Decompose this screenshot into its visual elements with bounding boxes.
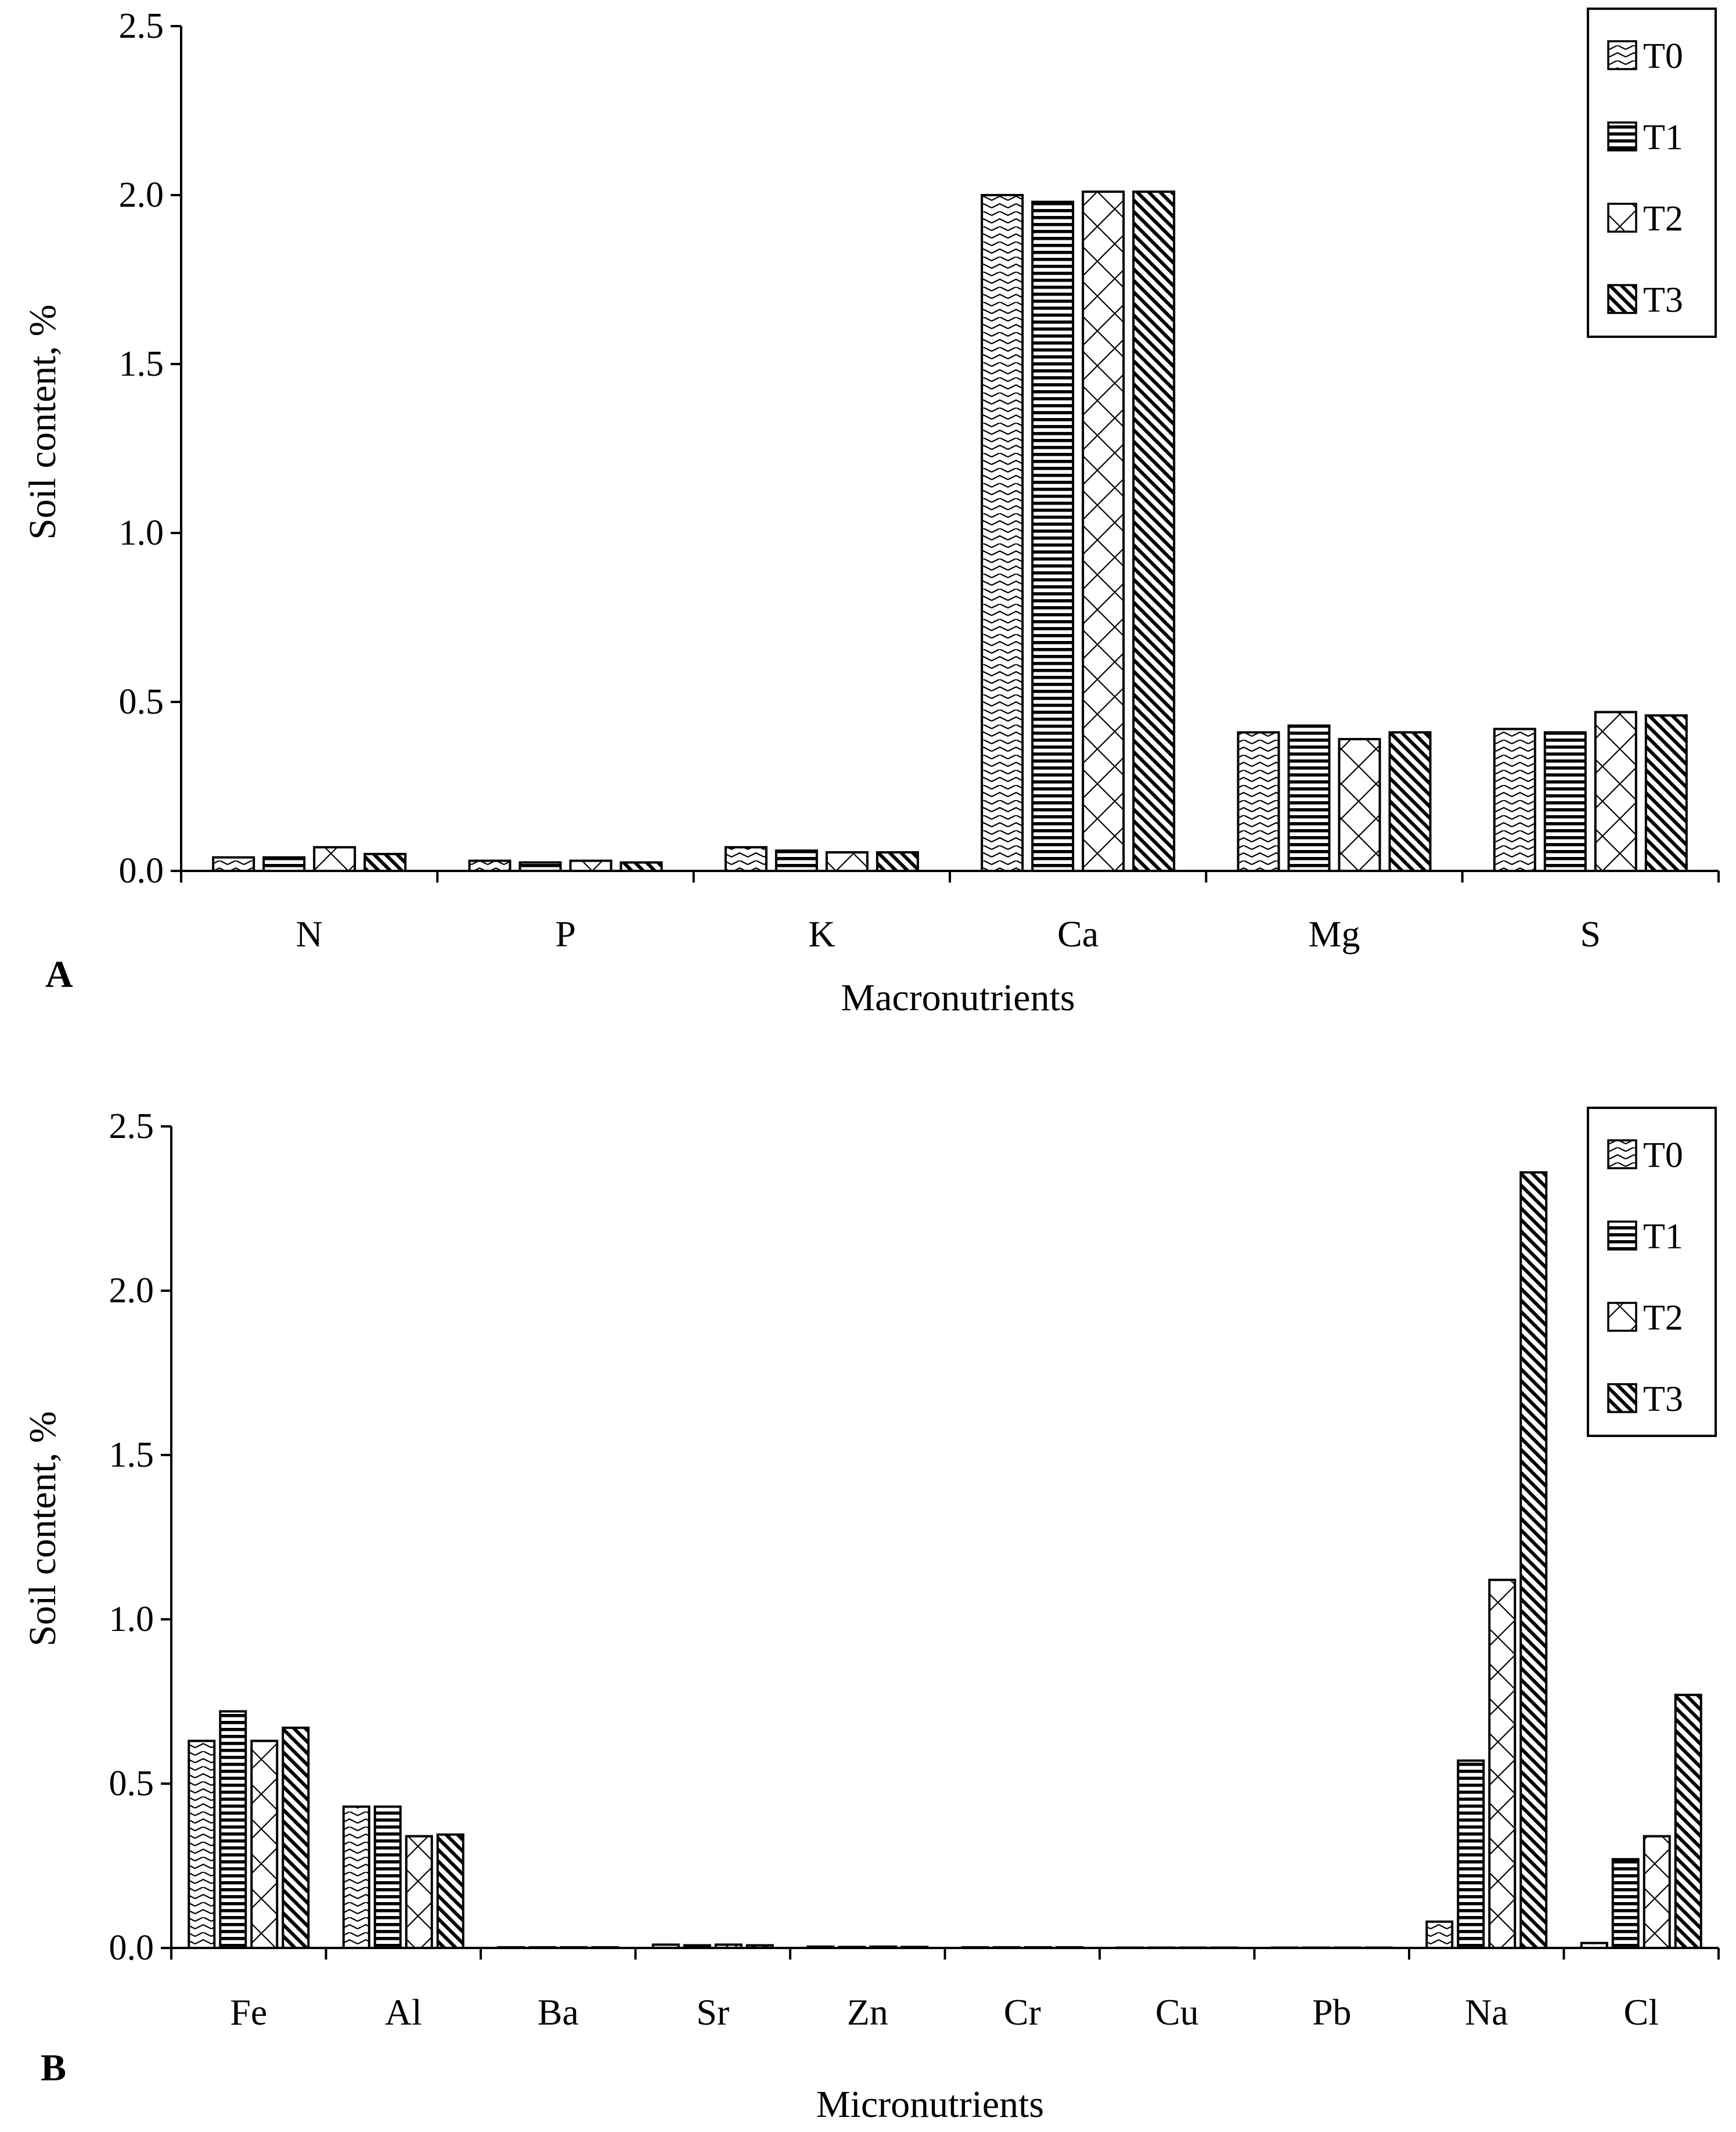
micro-category-label-cl: Cl <box>1624 1991 1659 2033</box>
macronutrients-x-axis-title: Macronutrients <box>841 977 1075 1019</box>
macro-category-label-ca: Ca <box>1057 913 1098 955</box>
micro-bar-fe-t0 <box>188 1740 216 1949</box>
micro-category-label-cr: Cr <box>1004 1991 1041 2033</box>
micro-bar-al-t0 <box>342 1805 370 1950</box>
panel-b-label: B <box>41 2047 66 2089</box>
micro-legend-label-t0: T0 <box>1643 1136 1683 1175</box>
micro-y-tick-label: 0.0 <box>109 1928 154 1968</box>
micro-legend-swatch-t3 <box>1607 1383 1637 1413</box>
micro-legend-swatch-t2 <box>1607 1302 1637 1332</box>
macronutrients-y-axis-title: Soil content, % <box>21 304 64 539</box>
macro-y-tick-label: 0.5 <box>119 682 164 722</box>
micro-category-label-cu: Cu <box>1155 1991 1199 2033</box>
micro-bar-cl-t2 <box>1643 1835 1671 1950</box>
macro-bar-mg-t3 <box>1388 731 1432 872</box>
macro-y-tick-label: 2.0 <box>119 175 164 215</box>
macro-y-tick-label: 2.5 <box>119 6 164 46</box>
micro-category-label-pb: Pb <box>1312 1991 1352 2033</box>
macronutrients-legend: T0 T1 T2 T3 <box>1587 8 1717 338</box>
micro-y-tick-label: 0.5 <box>109 1764 154 1803</box>
micro-bar-na-t3 <box>1519 1171 1548 1949</box>
macro-bar-ca-t1 <box>1031 200 1075 872</box>
macro-bar-ca-t2 <box>1082 190 1125 872</box>
micro-category-label-al: Al <box>385 1991 422 2033</box>
macro-bar-s-t3 <box>1644 714 1688 873</box>
micro-category-label-sr: Sr <box>696 1991 729 2033</box>
micronutrients-bars <box>188 1171 1702 1950</box>
micro-category-label-fe: Fe <box>230 1991 267 2033</box>
micro-y-tick-label: 2.0 <box>109 1271 154 1310</box>
macro-y-tick-label: 1.5 <box>119 344 164 384</box>
micro-bar-fe-t3 <box>282 1726 310 1950</box>
micro-bar-na-t1 <box>1457 1759 1485 1949</box>
macro-bar-mg-t0 <box>1237 731 1280 872</box>
macro-bar-s-t1 <box>1543 731 1587 872</box>
macro-bar-ca-t3 <box>1132 190 1176 872</box>
macro-category-label-n: N <box>296 913 323 955</box>
macro-bar-p-t3 <box>620 861 663 872</box>
macronutrients-axes: 0.0 0.5 1.0 1.5 2.0 2.5 N P K Ca Mg S <box>119 6 1720 955</box>
macronutrients-chart: 0.0 0.5 1.0 1.5 2.0 2.5 N P K Ca Mg S Soil content,… <box>21 6 1720 1019</box>
macro-legend-label-t0: T0 <box>1643 37 1683 76</box>
macro-legend-label-t2: T2 <box>1643 199 1683 239</box>
macro-bar-p-t0 <box>468 859 512 873</box>
macronutrients-bars <box>212 190 1688 873</box>
micro-legend-swatch-t1 <box>1607 1220 1637 1251</box>
micro-legend-label-t2: T2 <box>1643 1298 1683 1338</box>
micro-bar-al-t1 <box>373 1805 402 1950</box>
macro-category-label-p: P <box>555 913 576 955</box>
micro-y-tick-label: 1.5 <box>109 1435 154 1475</box>
macro-y-tick-label: 1.0 <box>119 513 164 553</box>
micro-category-label-ba: Ba <box>538 1991 579 2033</box>
macro-bar-p-t1 <box>518 861 562 872</box>
macro-bar-ca-t0 <box>981 194 1024 872</box>
micro-bar-cl-t1 <box>1611 1858 1640 1949</box>
macro-legend-swatch-t2 <box>1607 203 1637 233</box>
micronutrients-legend: T0 T1 T2 T3 <box>1587 1107 1717 1437</box>
micro-bar-na-t0 <box>1425 1920 1454 1949</box>
macro-bar-k-t3 <box>876 851 919 872</box>
micro-bar-al-t2 <box>405 1835 433 1950</box>
macro-bar-n-t0 <box>212 856 255 872</box>
micro-category-label-zn: Zn <box>847 1991 888 2033</box>
micro-bar-fe-t1 <box>219 1710 247 1949</box>
micro-bar-cl-t3 <box>1674 1694 1702 1949</box>
panel-a-label: A <box>45 953 73 996</box>
micronutrients-x-axis-title: Micronutrients <box>816 2083 1044 2126</box>
macro-category-label-mg: Mg <box>1309 913 1360 955</box>
micro-category-label-na: Na <box>1465 1991 1508 2033</box>
macro-legend-label-t3: T3 <box>1643 280 1683 320</box>
micronutrients-axes: 0.0 0.5 1.0 1.5 2.0 2.5 Fe Al Ba Sr Zn Cr Cu Pb Na Cl <box>109 1107 1720 2033</box>
micro-y-tick-label: 2.5 <box>109 1107 154 1146</box>
macro-bar-n-t3 <box>363 852 407 873</box>
micro-legend-swatch-t0 <box>1607 1139 1637 1169</box>
micronutrients-y-axis-title: Soil content, % <box>21 1411 64 1646</box>
macro-legend-swatch-t0 <box>1607 40 1637 70</box>
macro-legend-swatch-t3 <box>1607 284 1637 314</box>
macro-bar-n-t2 <box>313 846 356 873</box>
macro-y-tick-label: 0.0 <box>119 851 164 891</box>
macro-bar-s-t2 <box>1594 711 1637 872</box>
macro-legend-label-t1: T1 <box>1643 118 1683 157</box>
macro-bar-mg-t1 <box>1287 724 1331 872</box>
macro-bar-s-t0 <box>1493 728 1536 873</box>
micro-y-tick-label: 1.0 <box>109 1600 154 1639</box>
micro-bar-fe-t2 <box>250 1740 279 1949</box>
macro-bar-mg-t2 <box>1338 738 1381 873</box>
micro-legend-label-t3: T3 <box>1643 1380 1683 1419</box>
macro-category-label-s: S <box>1580 913 1601 955</box>
micronutrients-chart: 0.0 0.5 1.0 1.5 2.0 2.5 Fe Al Ba Sr Zn Cr Cu Pb Na Cl S… <box>21 1107 1720 2126</box>
macro-bar-n-t1 <box>262 856 306 872</box>
macro-bar-k-t1 <box>775 849 818 872</box>
macro-category-label-k: K <box>808 913 835 955</box>
macro-bar-k-t2 <box>825 851 869 872</box>
macro-legend-swatch-t1 <box>1607 121 1637 152</box>
macro-bar-p-t2 <box>569 859 613 873</box>
macro-bar-k-t0 <box>724 846 768 873</box>
micro-legend-label-t1: T1 <box>1643 1217 1683 1256</box>
micro-bar-al-t3 <box>436 1833 464 1949</box>
micro-bar-na-t2 <box>1488 1579 1517 1950</box>
